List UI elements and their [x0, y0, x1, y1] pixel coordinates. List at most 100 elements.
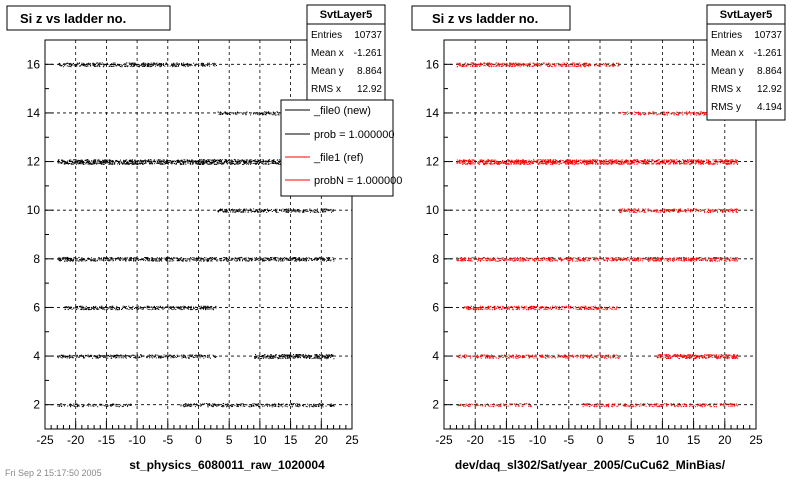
left-data-point [301, 259, 303, 261]
right-data-point [589, 64, 591, 66]
left-data-point [319, 356, 321, 358]
left-data-point [125, 357, 127, 359]
right-data-point [534, 63, 536, 65]
left-data-point [304, 356, 306, 358]
left-data-point [246, 112, 248, 114]
left-data-point [211, 160, 213, 161]
left-data-point [165, 258, 167, 260]
left-data-point [157, 308, 159, 310]
left-data-point [87, 65, 88, 67]
right-data-point [664, 111, 666, 113]
left-data-point [315, 354, 317, 356]
left-data-point [172, 162, 174, 164]
left-data-point [263, 257, 265, 259]
left-data-point [222, 163, 224, 165]
left-data-point [148, 159, 149, 161]
left-data-point [228, 159, 230, 161]
left-data-point [93, 308, 95, 310]
left-data-point [255, 403, 257, 405]
left-data-point [235, 210, 237, 212]
right-data-point [489, 63, 491, 65]
left-data-point [200, 159, 202, 161]
left-data-point [86, 160, 88, 162]
left-data-point [130, 159, 132, 161]
left-data-point [162, 309, 164, 311]
right-data-point [466, 64, 468, 66]
right-data-point [545, 64, 547, 65]
right-data-point [668, 162, 670, 164]
left-data-point [215, 403, 216, 405]
left-data-point [270, 354, 272, 355]
left-data-point [174, 354, 175, 356]
left-data-point [143, 62, 145, 64]
left-data-point [191, 159, 193, 161]
left-data-point [84, 357, 86, 359]
left-data-point [77, 306, 79, 308]
left-data-point [210, 257, 212, 258]
right-data-point [459, 65, 461, 67]
left-data-point [159, 62, 161, 64]
right-data-point [678, 162, 680, 163]
left-data-point [280, 260, 282, 262]
left-data-point [194, 64, 195, 66]
left-data-point [194, 403, 196, 405]
left-data-point [160, 65, 162, 67]
left-data-point [227, 260, 228, 262]
left-x-tick-label: -10 [128, 433, 146, 447]
left-data-point [257, 259, 259, 261]
right-data-point [589, 162, 591, 164]
left-data-point [111, 63, 113, 65]
right-data-point [472, 62, 474, 64]
left-data-point [99, 404, 101, 406]
left-data-point [201, 258, 203, 260]
left-data-point [105, 64, 107, 66]
left-data-point [214, 356, 216, 358]
right-data-point [526, 64, 528, 66]
left-data-point [194, 309, 196, 311]
left-data-point [249, 159, 251, 161]
left-data-point [200, 162, 202, 164]
right-data-point [472, 64, 474, 66]
left-data-point [201, 161, 203, 163]
left-data-point [190, 163, 191, 165]
left-data-point [269, 159, 271, 161]
left-data-point [228, 160, 230, 161]
left-data-point [114, 257, 116, 259]
left-data-point [213, 159, 215, 161]
left-data-point [69, 308, 71, 309]
left-data-point [259, 260, 261, 262]
right-data-point [617, 62, 619, 64]
left-data-point [306, 406, 308, 408]
right-data-point [637, 114, 639, 116]
right-data-point [628, 112, 630, 114]
right-data-point [686, 114, 688, 116]
left-data-point [63, 256, 65, 258]
left-data-point [69, 404, 71, 406]
left-data-point [84, 65, 86, 67]
left-data-point [186, 160, 188, 162]
left-data-point [187, 306, 189, 308]
left-data-point [128, 162, 130, 164]
right-data-point [564, 62, 565, 64]
left-x-tick-label: 10 [253, 433, 267, 447]
right-data-point [498, 64, 500, 66]
left-data-point [215, 63, 217, 65]
left-data-point [195, 354, 197, 356]
left-data-point [226, 162, 228, 164]
left-data-point [263, 113, 265, 115]
left-data-point [283, 257, 285, 259]
right-data-point [560, 65, 562, 67]
left-data-point [85, 163, 87, 165]
left-data-point [299, 354, 301, 356]
left-data-point [215, 307, 217, 309]
left-data-point [216, 65, 217, 66]
left-data-point [167, 259, 169, 261]
left-data-point [294, 257, 296, 259]
left-data-point [156, 260, 158, 262]
left-data-point [258, 260, 260, 262]
left-data-point [93, 159, 95, 161]
left-data-point [136, 162, 138, 164]
left-data-point [190, 306, 192, 308]
left-data-point [220, 210, 222, 212]
left-data-point [301, 355, 303, 357]
